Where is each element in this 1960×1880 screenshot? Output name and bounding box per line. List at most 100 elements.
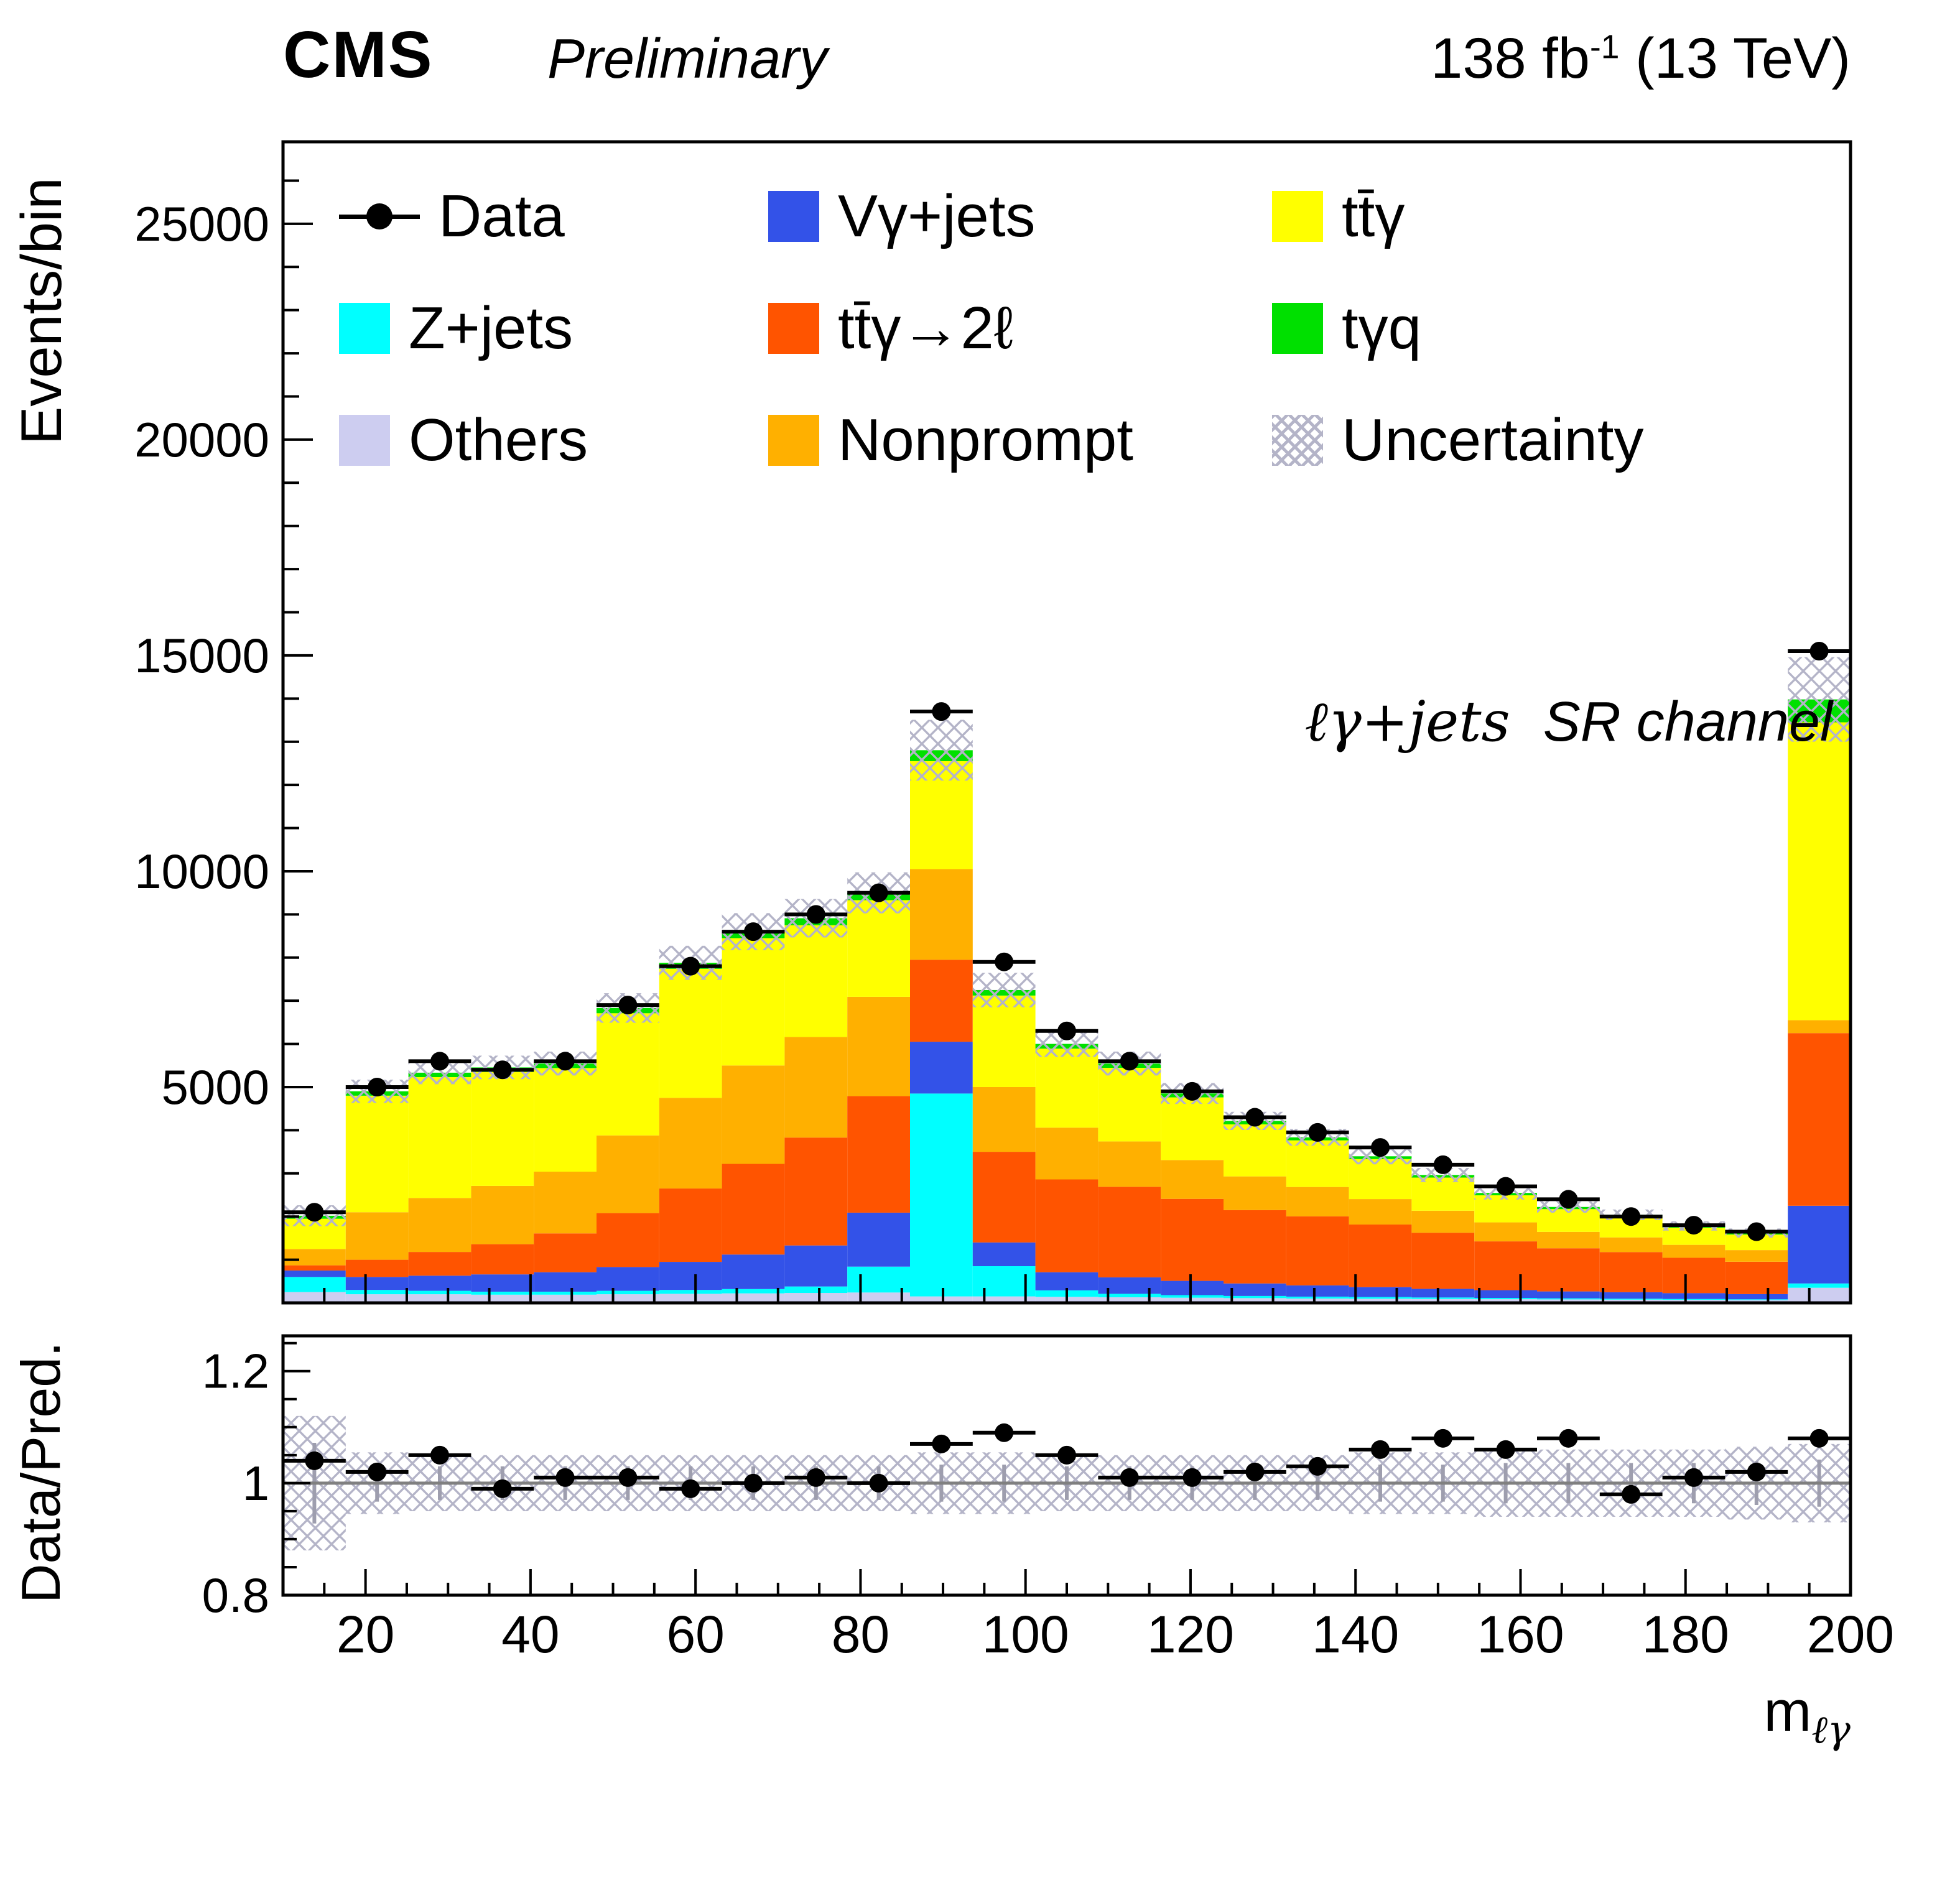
stack-ttg — [1411, 1177, 1475, 1211]
ratio-point — [932, 1434, 951, 1453]
stack-ttg — [972, 995, 1036, 1087]
lumi-exponent: -1 — [1589, 29, 1620, 66]
ratio-y-axis-title: Data/Pred. — [10, 1341, 72, 1603]
stack-zjets — [1411, 1297, 1475, 1299]
ratio-point — [1496, 1440, 1515, 1459]
ratio-point — [618, 1468, 638, 1487]
x-axis-title-base: m — [1763, 1680, 1812, 1743]
preliminary-label: Preliminary — [547, 28, 828, 90]
stack-nonprompt — [1161, 1160, 1224, 1199]
stack-ttg — [1788, 722, 1851, 1021]
data-point — [305, 1203, 324, 1222]
tick-label: 5000 — [161, 1060, 269, 1114]
tick-label: 140 — [1312, 1605, 1399, 1664]
data-point — [806, 905, 825, 924]
legend-others-swatch-icon — [339, 415, 390, 466]
stack-nonprompt — [345, 1212, 409, 1260]
stack-zjets — [1662, 1299, 1725, 1300]
tick-label: 60 — [666, 1605, 724, 1664]
legend-item-zjets: Z+jets — [339, 291, 768, 366]
stack-vgjets — [1599, 1292, 1663, 1299]
stack-nonprompt — [1098, 1141, 1161, 1187]
stack-ttg — [408, 1077, 471, 1198]
legend-item-others: Others — [339, 403, 768, 478]
channel-annotation-text: SR channel — [1543, 691, 1832, 753]
legend-tgammaq-swatch-icon — [1272, 303, 1323, 354]
stack-zjets — [1537, 1298, 1600, 1300]
tick-label: 25000 — [134, 197, 269, 251]
stack-others — [972, 1296, 1036, 1303]
stack-vgjets — [597, 1267, 659, 1291]
stack-zjets — [1725, 1299, 1788, 1300]
stack-zjets — [408, 1290, 471, 1295]
stack-others — [1349, 1299, 1412, 1303]
stack-ttg2l — [1537, 1248, 1600, 1292]
stack-nonprompt — [847, 996, 910, 1096]
uncertainty-hatch — [1788, 657, 1851, 742]
data-point — [869, 883, 888, 902]
uncertainty-hatch — [972, 973, 1036, 1007]
stack-nonprompt — [283, 1249, 346, 1266]
tick-label: 0.8 — [202, 1568, 269, 1623]
legend: Data Vγ+jets tt̄γ Z+jets tt̄γ→2ℓ tγq Oth… — [339, 179, 1670, 478]
ratio-point — [1684, 1468, 1703, 1487]
tick-label: 20000 — [134, 412, 269, 467]
stack-others — [283, 1292, 346, 1303]
stack-ttg2l — [659, 1188, 722, 1262]
tick-label: 160 — [1477, 1605, 1564, 1664]
stack-others — [1788, 1287, 1851, 1303]
stack-nonprompt — [408, 1198, 471, 1253]
stack-ttg2l — [1035, 1179, 1098, 1272]
stack-ttg — [847, 900, 910, 997]
legend-item-uncertainty: Uncertainty — [1272, 403, 1670, 478]
stack-zjets — [1349, 1297, 1412, 1299]
data-point — [1245, 1108, 1265, 1127]
stack-nonprompt — [1474, 1222, 1537, 1242]
channel-annotation: ℓγ+jets SR channel — [1304, 689, 1832, 754]
stack-vgjets — [1161, 1280, 1224, 1295]
stack-ttg2l — [847, 1096, 910, 1213]
stack-nonprompt — [784, 1037, 848, 1138]
legend-label: Others — [409, 407, 588, 473]
ratio-point — [1308, 1456, 1327, 1476]
stack-others — [784, 1293, 848, 1303]
ratio-point — [869, 1473, 888, 1493]
data-point — [932, 702, 951, 721]
data-point — [744, 922, 763, 942]
ratio-point — [1245, 1462, 1265, 1481]
stack-ttg — [534, 1068, 597, 1172]
stack-others — [1286, 1299, 1349, 1303]
stack-nonprompt — [1725, 1250, 1788, 1262]
ratio-point — [1371, 1440, 1390, 1459]
stack-vgjets — [1474, 1290, 1537, 1299]
data-point — [1371, 1138, 1390, 1157]
legend-label: tt̄γ→2ℓ — [838, 295, 1013, 361]
stack-ttg2l — [722, 1164, 785, 1255]
stack-nonprompt — [1224, 1176, 1286, 1210]
stack-others — [1224, 1298, 1286, 1303]
stack-zjets — [784, 1286, 848, 1294]
stack-ttg — [784, 925, 848, 1037]
stack-ttg — [1098, 1068, 1161, 1142]
stack-others — [1098, 1297, 1161, 1303]
stack-zjets — [910, 1093, 973, 1297]
legend-label: tt̄γ — [1342, 183, 1405, 249]
stack-others — [1599, 1299, 1663, 1303]
stack-zjets — [471, 1291, 534, 1295]
legend-label: Nonprompt — [838, 407, 1133, 473]
stack-nonprompt — [1788, 1020, 1851, 1034]
stack-vgjets — [1725, 1294, 1788, 1300]
ratio-point — [555, 1468, 575, 1487]
data-point — [555, 1052, 575, 1071]
x-axis-title: mℓγ — [1763, 1679, 1851, 1753]
legend-ttgamma-2l-swatch-icon — [768, 303, 819, 354]
stack-vgjets — [534, 1272, 597, 1292]
stack-vgjets — [847, 1212, 910, 1267]
ratio-point — [744, 1473, 763, 1493]
stack-others — [1161, 1297, 1224, 1303]
legend-zjets-swatch-icon — [339, 303, 390, 354]
data-points-ratio — [283, 1423, 1851, 1504]
ratio-axis-ticks — [283, 1341, 1852, 1596]
data-point — [1433, 1155, 1452, 1174]
stack-zjets — [1286, 1296, 1349, 1299]
